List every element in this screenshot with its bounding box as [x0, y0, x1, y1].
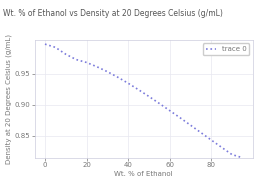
- trace 0: [158, 102, 161, 105]
- trace 0: [126, 82, 130, 84]
- trace 0: [43, 43, 47, 45]
- trace 0: [220, 146, 223, 148]
- X-axis label: Wt. % of Ethanol: Wt. % of Ethanol: [114, 171, 173, 177]
- trace 0: [54, 46, 57, 48]
- Line: trace 0: trace 0: [45, 44, 242, 158]
- Legend: trace 0: trace 0: [203, 43, 249, 55]
- Y-axis label: Density at 20 Degrees Celsius (g/mL): Density at 20 Degrees Celsius (g/mL): [5, 34, 12, 164]
- trace 0: [168, 109, 171, 112]
- trace 0: [64, 53, 67, 55]
- Text: Wt. % of Ethanol vs Density at 20 Degrees Celsius (g/mL): Wt. % of Ethanol vs Density at 20 Degree…: [3, 10, 223, 18]
- trace 0: [95, 66, 98, 68]
- trace 0: [116, 76, 119, 78]
- trace 0: [147, 95, 151, 97]
- trace 0: [85, 61, 88, 64]
- trace 0: [230, 153, 234, 156]
- trace 0: [106, 70, 109, 73]
- trace 0: [137, 89, 140, 91]
- trace 0: [189, 124, 192, 126]
- trace 0: [241, 157, 244, 159]
- trace 0: [178, 117, 182, 119]
- trace 0: [210, 139, 213, 141]
- trace 0: [199, 131, 202, 134]
- trace 0: [74, 58, 78, 61]
